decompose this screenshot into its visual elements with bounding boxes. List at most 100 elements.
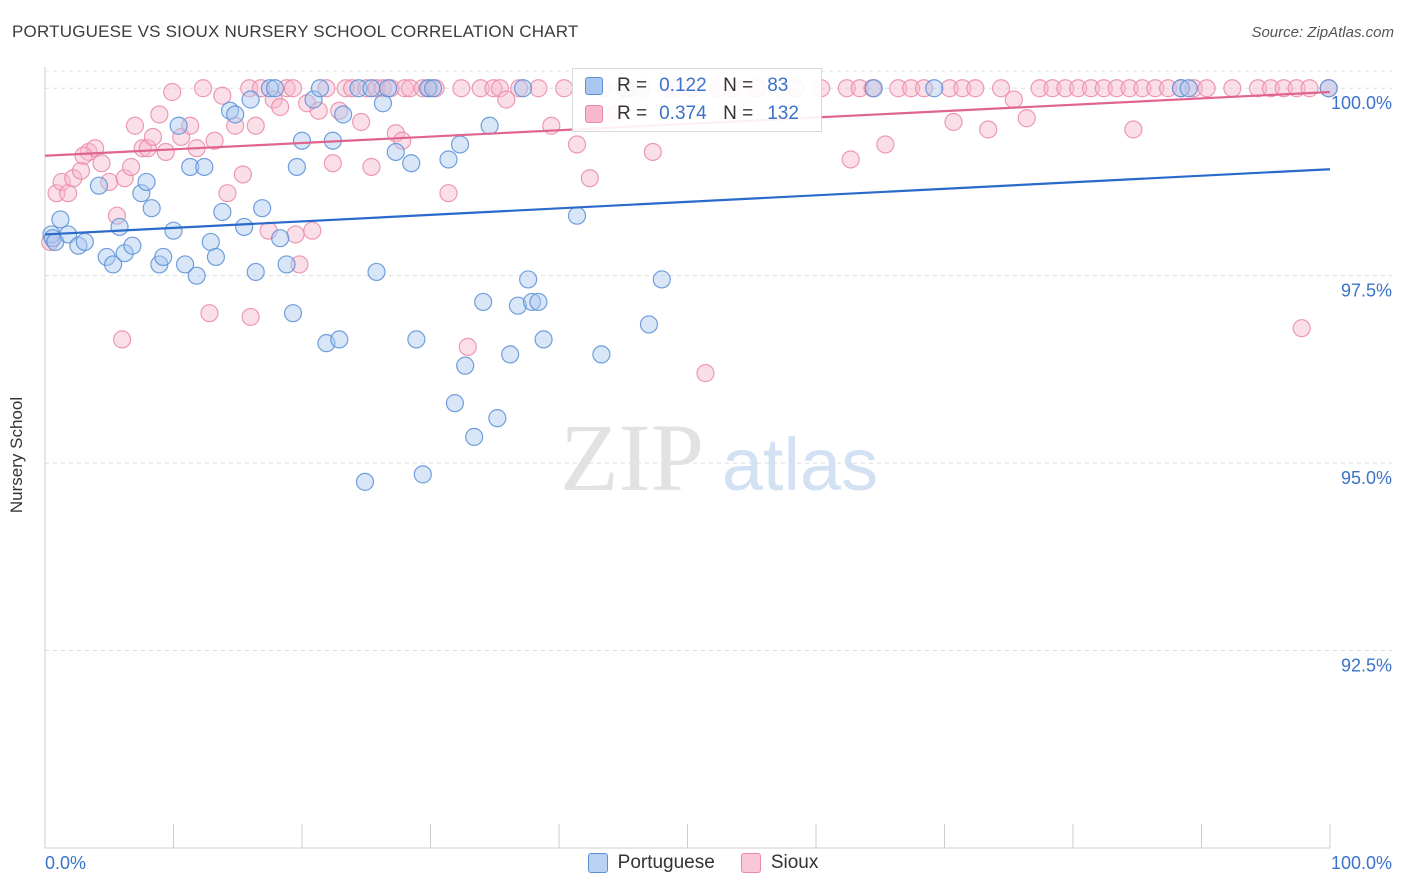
portuguese-point	[501, 345, 520, 364]
sioux-point	[966, 79, 985, 98]
sioux-point	[471, 79, 490, 98]
portuguese-point	[423, 79, 443, 98]
portuguese-point	[206, 247, 226, 267]
sioux-point	[944, 112, 963, 132]
portuguese-point	[522, 292, 542, 312]
sioux-point	[991, 79, 1011, 98]
portuguese-point	[439, 150, 458, 169]
legend-item-sioux[interactable]: Sioux	[740, 852, 819, 874]
sioux-point	[246, 116, 265, 135]
sioux-point	[393, 131, 412, 150]
portuguese-point	[51, 210, 70, 229]
portuguese-point	[529, 292, 548, 312]
sioux-point	[837, 79, 856, 98]
sioux-point	[156, 142, 175, 162]
sioux-point	[567, 135, 587, 154]
tick-labels: 100.0% 97.5% 95.0% 92.5% 0.0% 100.0%	[45, 93, 1392, 873]
portuguese-point	[592, 345, 611, 364]
sioux-point	[901, 79, 921, 98]
portuguese-point	[386, 142, 405, 162]
sioux-point	[1133, 79, 1152, 98]
portuguese-point	[287, 157, 306, 177]
portuguese-point	[413, 465, 432, 484]
portuguese-point	[310, 79, 330, 98]
portuguese-point	[445, 394, 465, 413]
n-value: 83	[767, 75, 789, 96]
sioux-point	[271, 97, 290, 117]
sioux-point	[1223, 79, 1242, 98]
sioux-point	[1043, 79, 1062, 98]
legend-label: Sioux	[770, 852, 819, 873]
sioux-point	[286, 225, 305, 244]
portuguese-point	[164, 221, 183, 240]
y-tick-label: 97.5%	[1341, 281, 1392, 301]
sioux-point	[336, 79, 355, 98]
stats-row-sioux: R = 0.374 N = 132	[585, 103, 799, 125]
sioux-point	[150, 105, 169, 124]
portuguese-point	[330, 330, 349, 349]
sioux-point	[343, 79, 362, 98]
portuguese-point	[1179, 79, 1198, 98]
portuguese-point	[271, 229, 290, 248]
portuguese-point	[132, 184, 151, 203]
portuguese-point	[104, 255, 123, 274]
sioux-point	[121, 157, 141, 177]
axes	[44, 67, 1331, 849]
sioux-point	[1197, 79, 1216, 98]
sioux-point	[643, 142, 662, 162]
sioux-point	[200, 304, 219, 323]
portuguese-trend-line	[44, 168, 1331, 236]
n-value: 132	[767, 103, 799, 124]
watermark-atlas: atlas	[722, 423, 878, 506]
sioux-point	[458, 337, 477, 357]
legend-label: Portuguese	[617, 852, 715, 873]
portuguese-point	[123, 236, 142, 255]
sioux-point	[100, 172, 119, 192]
sioux-point	[1081, 79, 1101, 98]
sioux-point	[71, 161, 91, 180]
sioux-point	[133, 139, 152, 158]
portuguese-point	[137, 172, 156, 192]
portuguese-point	[402, 154, 421, 173]
sioux-point	[107, 206, 127, 225]
portuguese-point	[465, 427, 484, 446]
sioux-point	[362, 157, 381, 177]
sioux-point	[163, 82, 182, 102]
sioux-point	[850, 79, 869, 98]
sioux-point	[555, 79, 574, 98]
portuguese-point	[864, 79, 883, 98]
sioux-point	[193, 79, 213, 98]
sioux-point	[64, 169, 83, 188]
sioux-point	[218, 184, 237, 203]
sioux-point	[309, 101, 328, 120]
legend-item-portuguese[interactable]: Portuguese	[587, 852, 715, 874]
portuguese-point	[378, 79, 398, 98]
series-legend: Portuguese Sioux	[0, 852, 1406, 874]
chart-source: Source: ZipAtlas.com	[1251, 24, 1394, 41]
sioux-point	[400, 79, 420, 98]
portuguese-point	[110, 217, 129, 237]
sioux-point	[241, 307, 260, 327]
sioux-point	[953, 79, 972, 98]
r-label: R =	[617, 75, 648, 96]
sioux-point	[138, 139, 157, 158]
sioux-point	[1274, 79, 1293, 98]
y-tick-label: 100.0%	[1331, 93, 1392, 113]
portuguese-point	[265, 79, 285, 98]
y-tick-label: 95.0%	[1341, 468, 1392, 488]
portuguese-point	[488, 409, 507, 428]
portuguese-swatch	[587, 853, 608, 873]
sioux-point	[143, 127, 163, 147]
portuguese-point	[253, 199, 272, 218]
portuguese-point	[480, 116, 499, 135]
portuguese-point	[355, 472, 375, 491]
r-value: 0.374	[659, 103, 707, 124]
sioux-point	[484, 79, 503, 98]
sioux-point	[1184, 79, 1203, 98]
portuguese-point	[652, 270, 671, 289]
sioux-swatch	[740, 853, 761, 873]
portuguese-point	[283, 304, 303, 323]
sioux-point	[74, 146, 93, 165]
portuguese-point	[89, 176, 109, 195]
